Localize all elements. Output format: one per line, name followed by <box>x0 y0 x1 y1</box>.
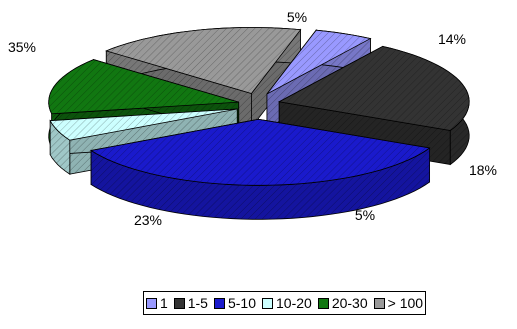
legend-item: 10-20 <box>262 295 312 311</box>
legend-item: 5-10 <box>213 295 256 311</box>
legend-label: 10-20 <box>276 295 312 311</box>
legend-swatch <box>145 297 157 309</box>
chart-legend: 1 1-5 5-10 10-20 20-30 > 100 <box>143 291 426 315</box>
legend-swatch <box>213 297 225 309</box>
legend-label: 1-5 <box>187 295 208 311</box>
legend-label: > 100 <box>387 295 424 311</box>
data-label: 5% <box>287 9 307 25</box>
legend-swatch <box>373 297 385 309</box>
data-label: 23% <box>134 212 162 228</box>
data-label: 14% <box>438 31 466 47</box>
legend-swatch <box>173 297 185 309</box>
data-label: 5% <box>355 207 375 223</box>
legend-swatch <box>262 297 273 309</box>
data-label: 18% <box>469 162 497 178</box>
legend-label: 5-10 <box>227 295 256 311</box>
legend-swatch <box>317 297 329 309</box>
legend-item: > 100 <box>373 295 424 311</box>
data-label: 35% <box>8 39 36 55</box>
legend-label: 1 <box>159 295 168 311</box>
legend-item: 1 <box>145 295 168 311</box>
pie-slice-5-10 <box>90 118 431 220</box>
legend-label: 20-30 <box>331 295 368 311</box>
legend-item: 20-30 <box>317 295 368 311</box>
legend-item: 1-5 <box>173 295 208 311</box>
